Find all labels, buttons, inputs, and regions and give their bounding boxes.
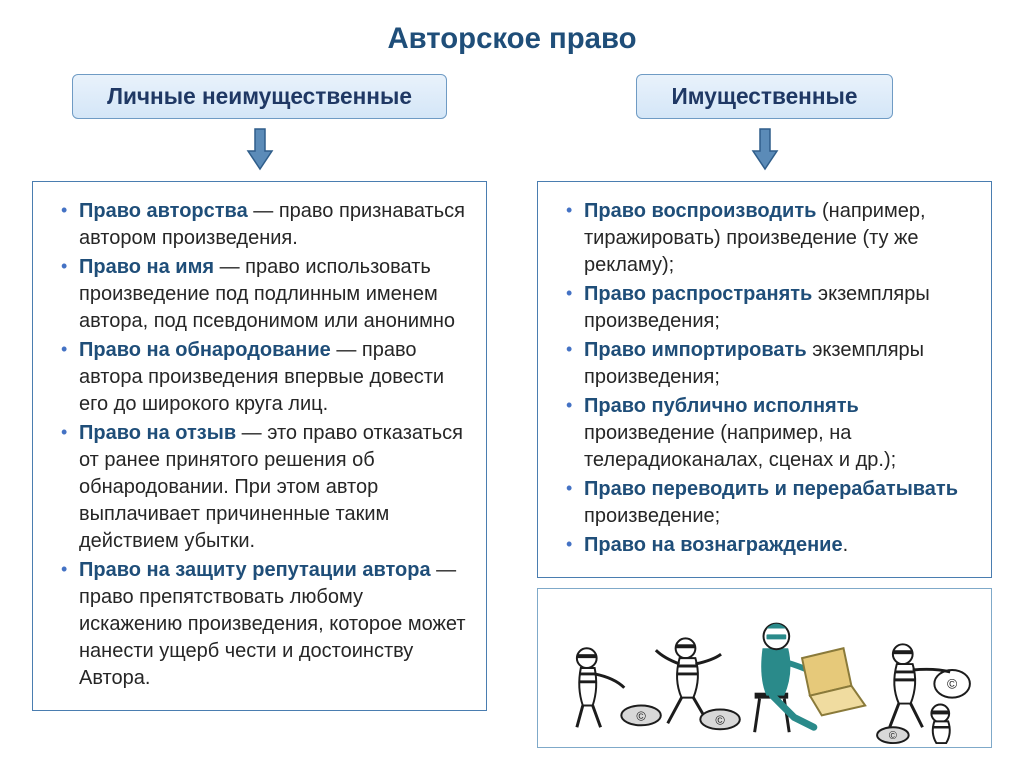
arrow-down-icon [246,127,274,171]
right-rights-list: Право воспроизводить (например, тиражиро… [556,198,973,559]
list-item: Право на имя — право использовать произв… [51,254,468,335]
list-item: Право на обнародование — право автора пр… [51,337,468,418]
svg-text:©: © [889,730,897,742]
thief-figure-icon [931,705,950,744]
right-term: Право на отзыв [79,422,236,444]
list-item: Право авторства — право признаваться авт… [51,198,468,252]
svg-text:©: © [636,708,646,723]
left-content-box: Право авторства — право признаваться авт… [32,181,487,711]
left-header-box: Личные неимущественные [72,74,447,119]
copyright-disk-icon: © [934,670,970,698]
list-item: Право распространять экземпляры произвед… [556,281,973,335]
cartoon-icon: © © [538,589,991,747]
author-figure-icon [755,624,866,733]
right-term: Право на имя [79,256,214,278]
copyright-disk-icon: © [621,706,661,726]
right-term: Право импортировать [584,339,807,361]
right-term: Право авторства [79,200,248,222]
list-item: Право на вознаграждение. [556,532,973,559]
right-arrow [751,127,779,171]
list-item: Право публично исполнять произведение (н… [556,393,973,474]
right-term: Право переводить и перерабатывать [584,478,958,500]
copyright-illustration: © © [537,588,992,748]
right-desc: . [843,534,849,556]
right-term: Право публично исполнять [584,395,859,417]
list-item: Право воспроизводить (например, тиражиро… [556,198,973,279]
left-rights-list: Право авторства — право признаваться авт… [51,198,468,692]
right-term: Право на защиту репутации автора [79,559,431,581]
arrow-down-icon [751,127,779,171]
right-term: Право на обнародование [79,339,331,361]
right-term: Право на вознаграждение [584,534,843,556]
list-item: Право на защиту репутации автора — право… [51,557,468,692]
copyright-disk-icon: © [700,709,740,729]
list-item: Право переводить и перерабатывать произв… [556,476,973,530]
copyright-disk-icon: © [877,727,909,743]
right-content-box: Право воспроизводить (например, тиражиро… [537,181,992,578]
right-desc: произведение (например, на телерадиокана… [584,422,896,471]
svg-text:©: © [947,676,957,692]
page-title: Авторское право [0,0,1024,74]
left-arrow [246,127,274,171]
thief-figure-icon [577,648,624,727]
list-item: Право на отзыв — это право отказаться от… [51,420,468,555]
list-item: Право импортировать экземпляры произведе… [556,337,973,391]
right-term: Право воспроизводить [584,200,816,222]
right-desc: произведение; [584,505,720,527]
right-column: Имущественные Право воспроизводить (напр… [537,74,992,748]
svg-text:©: © [715,712,725,727]
two-column-layout: Личные неимущественные Право авторства —… [0,74,1024,748]
right-term: Право распространять [584,283,812,305]
right-header-box: Имущественные [636,74,892,119]
left-column: Личные неимущественные Право авторства —… [32,74,487,748]
